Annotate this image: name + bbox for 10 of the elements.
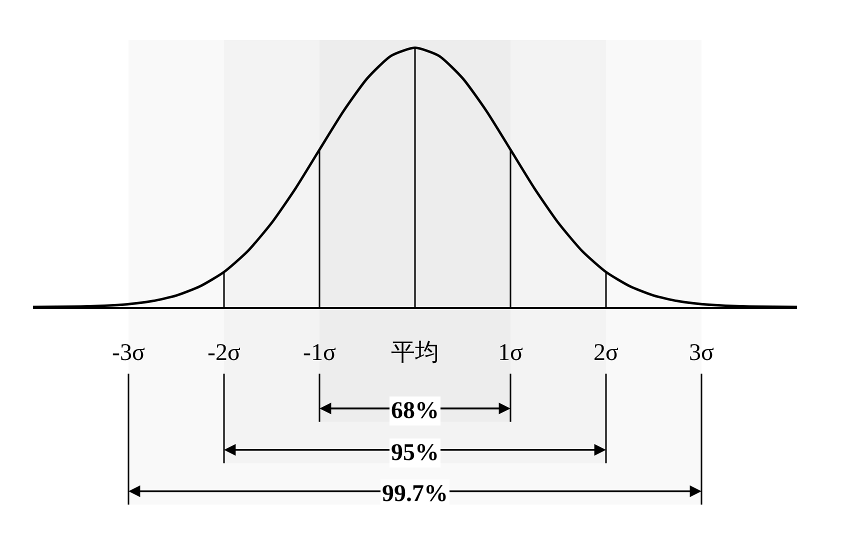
x-tick-label: 3σ <box>689 340 714 366</box>
x-tick-label: 平均 <box>391 340 439 366</box>
x-tick-label: 1σ <box>498 340 524 366</box>
x-tick-label: -1σ <box>303 340 336 366</box>
band-label: 99.7% <box>382 481 448 507</box>
band-label: 68% <box>391 398 439 424</box>
x-tick-label: -3σ <box>112 340 146 366</box>
x-tick-label: -2σ <box>208 340 241 366</box>
band-label: 95% <box>391 440 439 466</box>
x-tick-label: 2σ <box>594 340 619 366</box>
